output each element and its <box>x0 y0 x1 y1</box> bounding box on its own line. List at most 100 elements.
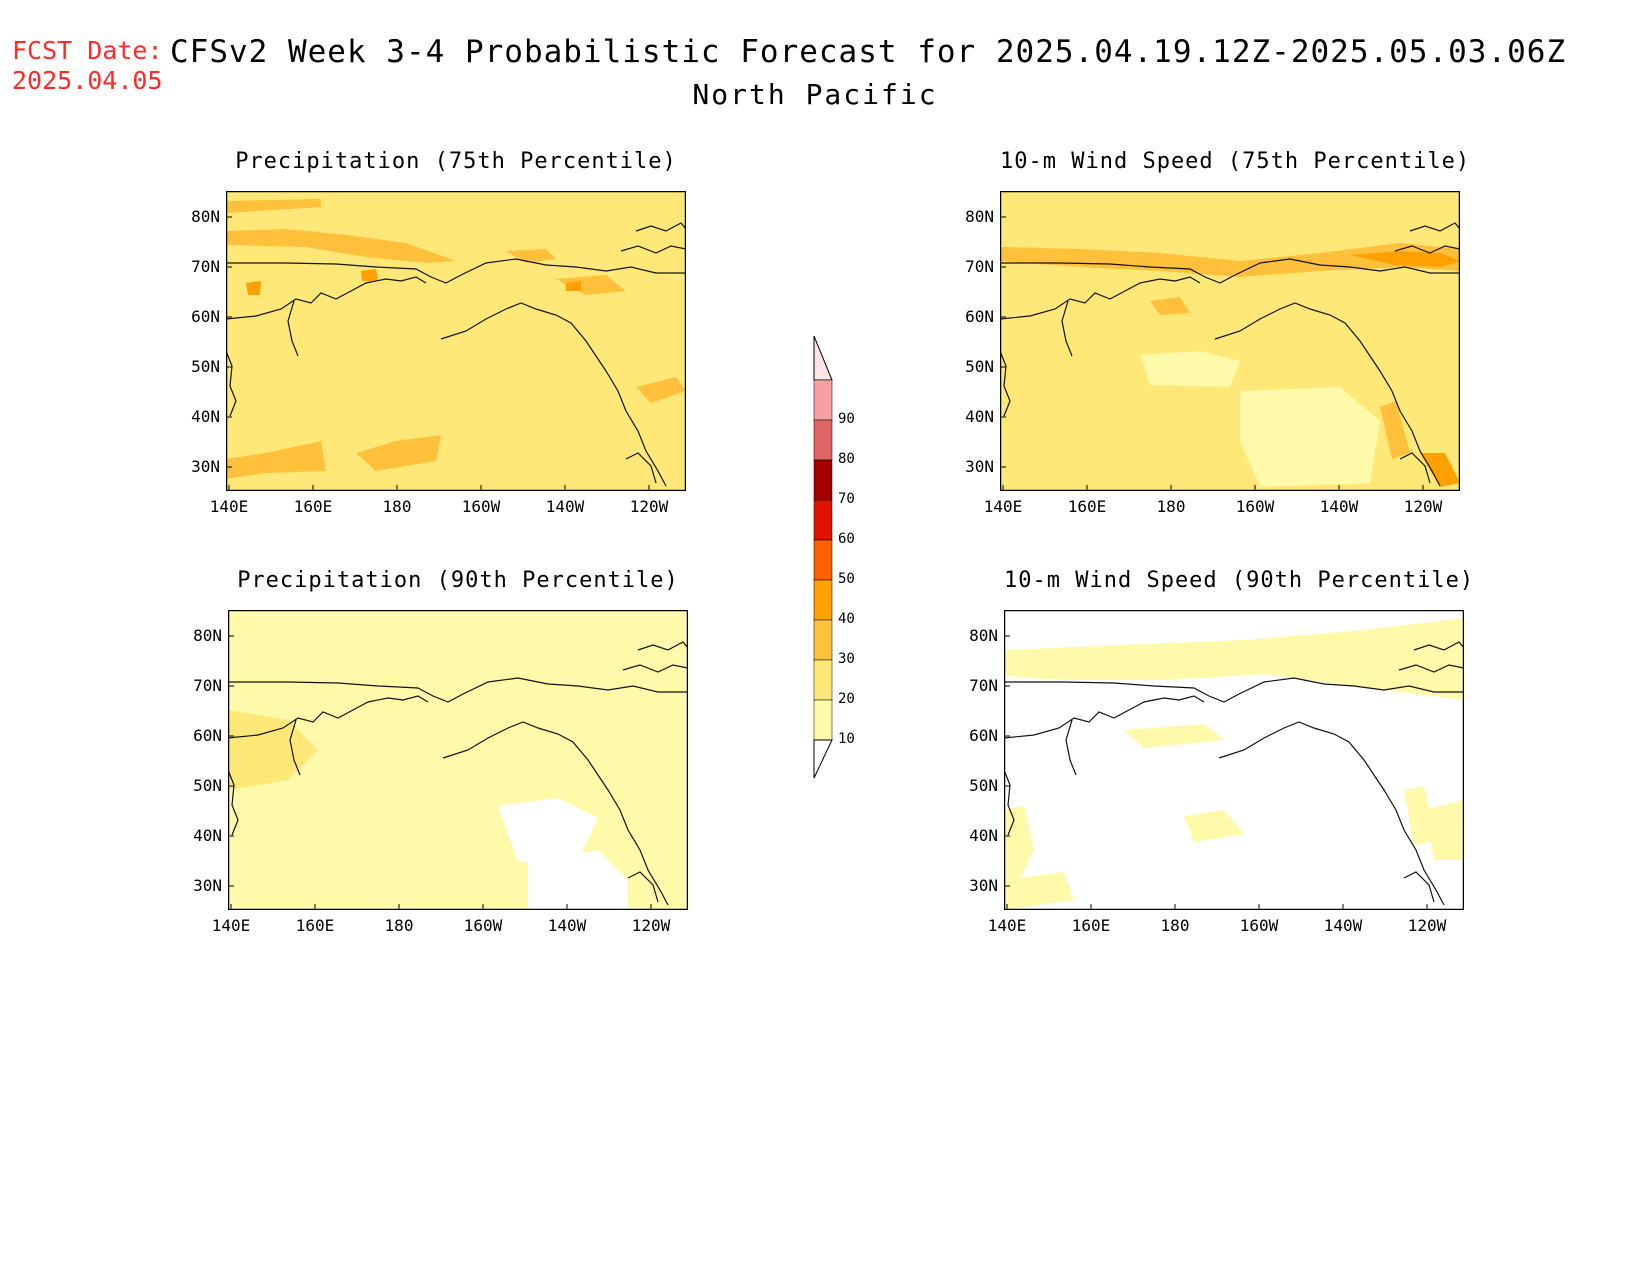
coastline <box>1000 258 1460 284</box>
coastline <box>442 721 669 906</box>
longitude-label: 140E <box>987 916 1027 935</box>
shaded-region <box>566 281 581 291</box>
shaded-region <box>246 281 261 295</box>
map-canvas <box>1004 610 1464 910</box>
shaded-region <box>1404 786 1436 846</box>
latitude-label: 30N <box>193 876 222 895</box>
latitude-label: 60N <box>193 726 222 745</box>
colorbar-swatch <box>813 579 833 621</box>
panel-precip-90: Precipitation (90th Percentile) 80N 70N 60… <box>193 568 688 935</box>
coastline <box>1409 222 1460 232</box>
latitude-label: 70N <box>965 257 994 276</box>
shaded-region <box>1004 872 1074 910</box>
latitude-label: 30N <box>191 457 220 476</box>
latitude-label: 40N <box>191 407 220 426</box>
longitude-label: 160E <box>295 916 335 935</box>
colorbar-label: 80 <box>838 451 855 467</box>
latitude-label: 30N <box>965 457 994 476</box>
shaded-region <box>228 770 478 872</box>
panel-wind-90: 10-m Wind Speed (90th Percentile) 80N 70N… <box>969 568 1473 935</box>
page-title: CFSv2 Week 3-4 Probabilistic Forecast fo… <box>170 34 1567 70</box>
coastline <box>228 677 688 703</box>
coastline <box>622 664 688 673</box>
colorbar-top-triangle <box>813 335 833 381</box>
shaded-region <box>528 850 628 910</box>
latitude-label: 50N <box>193 776 222 795</box>
longitude-label: 120W <box>1407 916 1447 935</box>
coastline <box>1004 677 1464 703</box>
latitude-label: 40N <box>969 826 998 845</box>
colorbar-swatch <box>813 619 833 661</box>
map-frame <box>228 610 688 910</box>
map-canvas <box>1000 191 1460 491</box>
coastline <box>1000 276 1201 320</box>
shaded-region <box>1184 810 1244 842</box>
coastline <box>226 258 686 284</box>
panel-title: Precipitation (90th Percentile) <box>237 568 679 593</box>
latitude-label: 70N <box>969 676 998 695</box>
colorbar-swatch <box>813 659 833 701</box>
colorbar-label: 90 <box>838 411 855 427</box>
latitude-label: 30N <box>969 876 998 895</box>
latitude-label: 60N <box>969 726 998 745</box>
longitude-label: 120W <box>629 497 669 516</box>
shaded-region <box>556 275 626 295</box>
coastline <box>1413 641 1464 651</box>
longitude-label: 160W <box>461 497 501 516</box>
panel-title: 10-m Wind Speed (90th Percentile) <box>1004 568 1475 593</box>
longitude-label: 160E <box>1071 916 1111 935</box>
shaded-region <box>1380 401 1410 459</box>
shaded-region <box>226 199 321 213</box>
latitude-label: 50N <box>191 357 220 376</box>
page-subtitle: North Pacific <box>0 78 1650 111</box>
longitude-label: 120W <box>1403 497 1443 516</box>
shaded-region <box>228 610 688 656</box>
coastline <box>1398 664 1464 673</box>
shaded-region <box>226 229 456 263</box>
longitude-label: 160W <box>1239 916 1279 935</box>
coastline <box>637 641 688 651</box>
forecast-date-block: FCST Date: 2025.04.05 <box>12 36 163 96</box>
shaded-region <box>408 684 648 722</box>
coastline <box>226 350 237 417</box>
longitude-label: 140E <box>983 497 1023 516</box>
longitude-label: 160E <box>293 497 333 516</box>
colorbar-label: 10 <box>838 731 855 747</box>
colorbar-label: 70 <box>838 491 855 507</box>
map-canvas <box>228 610 688 910</box>
colorbar-bottom-triangle <box>813 739 833 779</box>
coastline <box>620 245 686 254</box>
coastline <box>228 769 239 836</box>
longitude-label: 140W <box>547 916 587 935</box>
coastline <box>1004 769 1015 836</box>
coastline <box>1399 452 1431 484</box>
map-canvas <box>226 191 686 491</box>
colorbar-swatch <box>813 459 833 501</box>
colorbar-svg <box>813 335 833 779</box>
latitude-label: 80N <box>965 207 994 226</box>
latitude-label: 80N <box>969 626 998 645</box>
latitude-label: 50N <box>969 776 998 795</box>
coastline <box>1218 721 1445 906</box>
coastline <box>625 452 657 484</box>
coastline <box>1403 871 1435 903</box>
coastline <box>1061 300 1073 357</box>
coastline <box>228 695 429 739</box>
colorbar-label: 60 <box>838 531 855 547</box>
shaded-region <box>356 435 441 471</box>
coastline <box>627 871 659 903</box>
longitude-label: 160W <box>1235 497 1275 516</box>
shaded-region <box>361 269 378 281</box>
shaded-region <box>636 377 686 403</box>
coastline <box>1214 302 1441 487</box>
coastline <box>287 300 299 357</box>
shaded-region <box>228 832 488 910</box>
shaded-region <box>608 728 688 910</box>
colorbar-label: 20 <box>838 691 855 707</box>
shaded-region <box>1420 453 1460 487</box>
latitude-label: 70N <box>191 257 220 276</box>
colorbar-swatch <box>813 699 833 741</box>
colorbar-legend: 10 20 30 40 50 60 70 80 90 <box>808 335 878 784</box>
colorbar-swatch <box>813 379 833 421</box>
shaded-region <box>228 710 318 790</box>
